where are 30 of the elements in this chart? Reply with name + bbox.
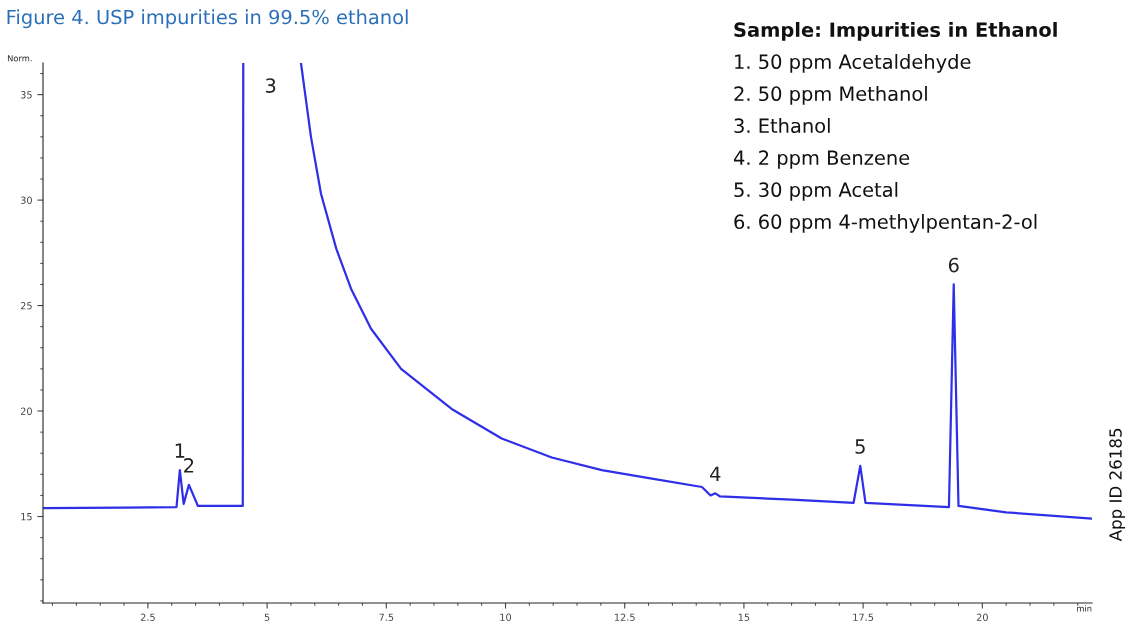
annotation: 3 xyxy=(265,78,276,93)
y-tick-label: 30 xyxy=(20,196,32,204)
annotation: 2. 50 ppm Methanol xyxy=(734,86,927,105)
text: Sample: Impurities in Ethanol xyxy=(734,22,1057,41)
y-tick-label: 35 xyxy=(20,91,32,99)
chart-title: Figure 4. USP impurities in 99.5% ethanol xyxy=(7,9,408,29)
x-tick-label: 17.5 xyxy=(853,613,874,621)
annotation: 4 xyxy=(710,466,721,481)
x-tick-label: 10 xyxy=(500,613,512,621)
y-tick-label: 15 xyxy=(21,513,32,521)
x-tick-label: 2.5 xyxy=(140,613,155,621)
annotation: 6. 60 ppm 4-methylpentan-2-ol xyxy=(734,214,1037,233)
y-axis-title: Norm. xyxy=(7,55,32,62)
x-tick-label: 20 xyxy=(976,613,988,621)
y-tick-label: 20 xyxy=(20,407,32,415)
x-tick-label: 7.5 xyxy=(379,613,394,621)
annotation: 5 xyxy=(855,439,865,454)
annotation: 5. 30 ppm Acetal xyxy=(734,182,898,201)
annotation: 3. Ethanol xyxy=(734,118,830,134)
x-tick-label: 5 xyxy=(264,613,270,621)
x-axis-title: min xyxy=(1077,605,1092,612)
x-tick-label: 12.5 xyxy=(614,613,635,621)
annotation: 4. 2 ppm Benzene xyxy=(733,150,910,169)
annotation: 6 xyxy=(948,257,959,273)
annotation: 2 xyxy=(184,458,194,473)
annotation: 1. 50 ppm Acetaldehyde xyxy=(735,54,971,73)
y-tick-label: 25 xyxy=(20,302,32,310)
text: App ID 26185 xyxy=(1109,428,1126,542)
annotation: 1 xyxy=(175,443,185,458)
x-tick-label: 15 xyxy=(738,613,750,621)
